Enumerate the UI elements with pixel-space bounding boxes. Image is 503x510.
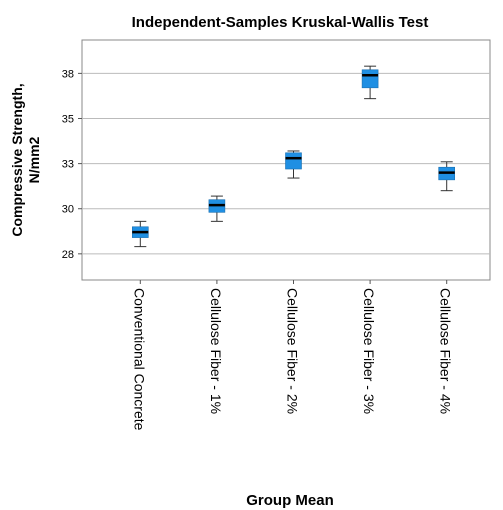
box (285, 152, 302, 170)
y-tick-label: 38 (62, 68, 74, 80)
y-tick-label: 33 (62, 159, 74, 171)
y-axis-label: Compressive Strength, (9, 83, 25, 236)
chart-title: Independent-Samples Kruskal-Wallis Test (132, 14, 429, 31)
y-axis-label: N/mm2 (26, 136, 42, 183)
x-tick-label: Cellulose Fiber - 4% (438, 288, 454, 414)
plot-frame (81, 39, 491, 281)
x-tick-label: Cellulose Fiber - 1% (208, 288, 224, 414)
y-tick-label: 35 (62, 113, 74, 125)
x-tick-label: Cellulose Fiber - 2% (285, 288, 301, 414)
y-tick-label: 28 (62, 249, 74, 261)
x-tick-label: Cellulose Fiber - 3% (361, 288, 377, 414)
x-axis-label: Group Mean (246, 492, 334, 509)
x-tick-label: Conventional Concrete (131, 288, 147, 431)
y-tick-label: 30 (62, 204, 74, 216)
box (361, 69, 379, 89)
